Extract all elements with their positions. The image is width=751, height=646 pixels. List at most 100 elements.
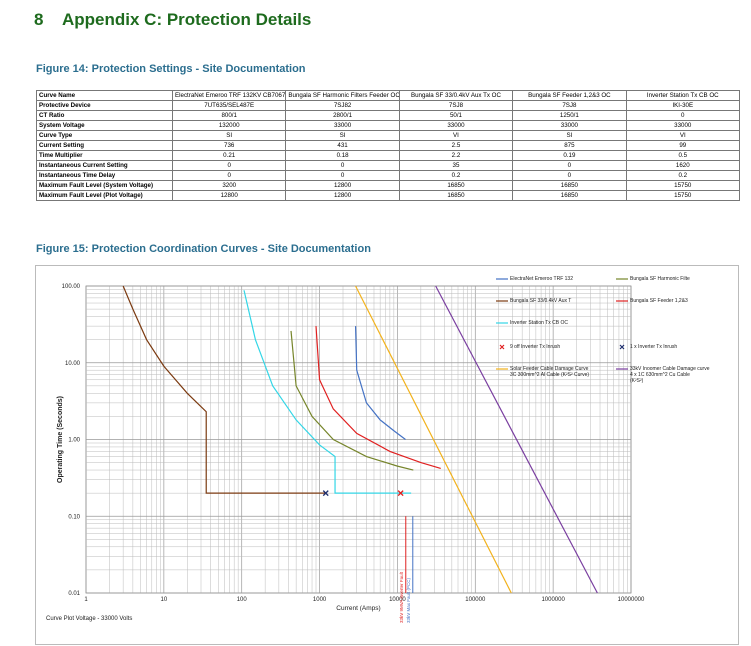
curve bbox=[354, 326, 406, 440]
table-cell: 7SJ8 bbox=[398, 100, 514, 111]
curve bbox=[290, 330, 414, 471]
row-label: Curve Name bbox=[36, 90, 173, 101]
row-label: System Voltage bbox=[36, 120, 173, 131]
table-row: CT Ratio 800/1 2800/1 50/1 1250/1 0 bbox=[36, 110, 741, 121]
table-row: Curve Type SI SI VI SI VI bbox=[36, 130, 741, 141]
table-cell: 0 bbox=[285, 160, 400, 171]
curve bbox=[315, 326, 441, 469]
table-cell: ElectraNet Emeroo TRF 132KV CB7067 X&Y O… bbox=[171, 90, 287, 101]
settings-table: Curve Name ElectraNet Emeroo TRF 132KV CB… bbox=[36, 90, 741, 201]
legend-entry: Inverter Station Tx CB OC bbox=[496, 320, 568, 326]
marker bbox=[397, 490, 404, 497]
fault-line-label: 33kV 9MVA Inverter Fault bbox=[399, 571, 404, 623]
legend-swatch bbox=[496, 368, 508, 370]
chart-frame: 1 10 100 1000 10000 100000 1000000 10000000 0.01… bbox=[35, 265, 739, 645]
table-cell: Inverter Station Tx CB OC bbox=[625, 90, 741, 101]
table-cell: 33000 bbox=[398, 120, 514, 131]
legend-label: Bungala SF 33/0.4kV Aux T bbox=[510, 298, 572, 304]
fault-line-label: 33kV Max Fault (PCC) bbox=[406, 577, 411, 623]
legend-symbol bbox=[499, 344, 505, 350]
legend-label: Bungala SF Harmonic Filte bbox=[630, 276, 690, 282]
legend-entry: Bungala SF Feeder 1,2&3 bbox=[616, 298, 688, 304]
table-row: Maximum Fault Level (System Voltage) 3200… bbox=[36, 180, 741, 191]
y-tick-label: 0.01 bbox=[68, 591, 80, 597]
table-cell: 33000 bbox=[512, 120, 627, 131]
y-tick-label: 1.00 bbox=[68, 438, 80, 444]
row-label: CT Ratio bbox=[36, 110, 173, 121]
row-label: Maximum Fault Level (System Voltage) bbox=[36, 180, 173, 191]
legend-label: ElectraNet Emeroo TRF 132 bbox=[510, 276, 573, 282]
legend-swatch bbox=[616, 368, 628, 370]
section-heading: 8 Appendix C: Protection Details bbox=[34, 10, 311, 30]
legend-swatch bbox=[496, 300, 508, 302]
legend-entry: 9 off Inverter Tx Inrush bbox=[496, 344, 560, 350]
table-cell: SI bbox=[171, 130, 287, 141]
table-cell: 3200 bbox=[171, 180, 287, 191]
legend-swatch bbox=[496, 322, 508, 324]
legend-swatch bbox=[616, 300, 628, 302]
table-cell: 35 bbox=[398, 160, 514, 171]
legend-swatch bbox=[616, 278, 628, 280]
table-cell: 0.18 bbox=[285, 150, 400, 161]
x-tick-label: 100000 bbox=[465, 597, 486, 603]
row-label: Curve Type bbox=[36, 130, 173, 141]
legend-label: Bungala SF Feeder 1,2&3 bbox=[630, 298, 688, 304]
legend-entry: Solar Feeder Cable Damage Curve 3C 300mm… bbox=[496, 366, 589, 378]
x-tick-label: 1000000 bbox=[541, 597, 565, 603]
row-label: Instantaneous Current Setting bbox=[36, 160, 173, 171]
table-cell: 875 bbox=[512, 140, 627, 151]
table-cell: 2.2 bbox=[398, 150, 514, 161]
legend-label: 1 x Inverter Tx Inrush bbox=[630, 344, 678, 350]
row-label: Instantaneous Time Delay bbox=[36, 170, 173, 181]
table-cell: 0 bbox=[625, 110, 741, 121]
table-cell: VI bbox=[625, 130, 741, 141]
table-cell: IKI-30E bbox=[625, 100, 741, 111]
row-label: Current Setting bbox=[36, 140, 173, 151]
legend-entry: 33kV Inoomer Cable Damage curve 4 x 1C 6… bbox=[616, 366, 710, 384]
section-title: Appendix C: Protection Details bbox=[62, 10, 312, 29]
legend-label: Inverter Station Tx CB OC bbox=[510, 320, 568, 326]
legend-swatch bbox=[619, 344, 625, 350]
row-label: Maximum Fault Level (Plot Voltage) bbox=[36, 190, 173, 201]
x-tick-label: 10000 bbox=[389, 597, 406, 603]
table-cell: 0.2 bbox=[398, 170, 514, 181]
table-cell: 50/1 bbox=[398, 110, 514, 121]
legend-swatch bbox=[499, 344, 505, 350]
table-cell: 1250/1 bbox=[512, 110, 627, 121]
row-label: Time Multiplier bbox=[36, 150, 173, 161]
table-cell: 2.5 bbox=[398, 140, 514, 151]
legend-symbol bbox=[619, 344, 625, 350]
legend-entry: ElectraNet Emeroo TRF 132 bbox=[496, 276, 573, 282]
footnote: Curve Plot Voltage - 33000 Volts bbox=[46, 616, 132, 622]
table-cell: 800/1 bbox=[171, 110, 287, 121]
table-cell: SI bbox=[285, 130, 400, 141]
curve bbox=[355, 285, 512, 594]
table-cell: 0.5 bbox=[625, 150, 741, 161]
curve bbox=[122, 285, 326, 494]
chart: 1 10 100 1000 10000 100000 1000000 10000000 0.01… bbox=[46, 284, 645, 623]
table-cell: 33000 bbox=[285, 120, 400, 131]
table-cell: 12800 bbox=[285, 180, 400, 191]
x-tick-label: 100 bbox=[237, 597, 248, 603]
legend-label: 9 off Inverter Tx Inrush bbox=[510, 344, 561, 350]
table-row: Time Multiplier 0.21 0.18 2.2 0.19 0.5 bbox=[36, 150, 741, 161]
x-tick-label: 10 bbox=[161, 597, 168, 603]
table-cell: 132000 bbox=[171, 120, 287, 131]
table-cell: 0.2 bbox=[625, 170, 741, 181]
table-cell: 12800 bbox=[285, 190, 400, 201]
table-cell: Bungala SF Feeder 1,2&3 OC bbox=[512, 90, 627, 101]
table-cell: 15750 bbox=[625, 180, 741, 191]
table-cell: 2800/1 bbox=[285, 110, 400, 121]
legend-label: Solar Feeder Cable Damage Curve 3C 300mm… bbox=[510, 366, 590, 378]
table-row: System Voltage 132000 33000 33000 33000 33000 bbox=[36, 120, 741, 131]
table-cell: 0.21 bbox=[171, 150, 287, 161]
table-cell: 12800 bbox=[171, 190, 287, 201]
table-cell: 0 bbox=[512, 160, 627, 171]
table-cell: 16850 bbox=[398, 180, 514, 191]
y-axis-label: Operating Time (Seconds) bbox=[57, 396, 64, 483]
y-tick-label: 0.10 bbox=[68, 514, 80, 520]
table-cell: 736 bbox=[171, 140, 287, 151]
y-tick-label: 100.00 bbox=[62, 284, 81, 290]
figure-caption: Figure 15: Protection Coordination Curve… bbox=[36, 243, 371, 255]
table-cell: 99 bbox=[625, 140, 741, 151]
